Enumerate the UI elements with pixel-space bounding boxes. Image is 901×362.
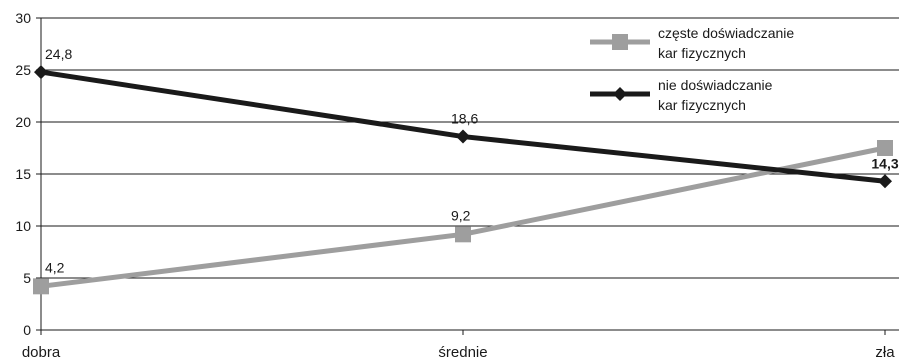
y-tick-label: 10 (15, 218, 31, 234)
data-point (34, 65, 48, 80)
data-label: 14,3 (871, 155, 898, 171)
legend-label: częste doświadczanie (658, 25, 794, 41)
data-label: 4,2 (45, 259, 65, 275)
y-tick-label: 15 (15, 166, 31, 182)
data-point (878, 174, 892, 189)
legend-entry: częste doświadczanie kar fizycznych (590, 25, 794, 61)
legend-label: kar fizycznych (658, 97, 746, 113)
y-tick-label: 5 (23, 270, 31, 286)
data-point (456, 129, 470, 144)
legend-entry: nie doświadczanie kar fizycznych (590, 77, 773, 113)
y-tick-label: 30 (15, 10, 31, 26)
data-point (33, 278, 49, 295)
x-category-label: zła (875, 344, 895, 361)
legend-marker (612, 34, 628, 50)
y-tick-label: 25 (15, 62, 31, 78)
x-category-label: średnie (438, 344, 487, 361)
data-point (877, 140, 893, 156)
y-tick-label: 0 (23, 322, 31, 338)
legend-label: nie doświadczanie (658, 77, 773, 93)
data-label: 18,6 (451, 111, 478, 127)
data-label: 9,2 (451, 207, 471, 223)
data-labels: 4,2 9,2 24,8 18,6 14,3 (45, 46, 899, 275)
series-0 (33, 140, 893, 295)
series-1 (34, 65, 892, 189)
legend-marker (613, 87, 627, 101)
data-point (455, 226, 471, 243)
x-category-label: dobra (22, 344, 61, 361)
grid (36, 17, 899, 331)
x-axis: dobra średnie zła (22, 330, 895, 361)
legend-label: kar fizycznych (658, 45, 746, 61)
series-layer (33, 65, 893, 295)
y-tick-label: 20 (15, 114, 31, 130)
data-label: 24,8 (45, 46, 72, 62)
